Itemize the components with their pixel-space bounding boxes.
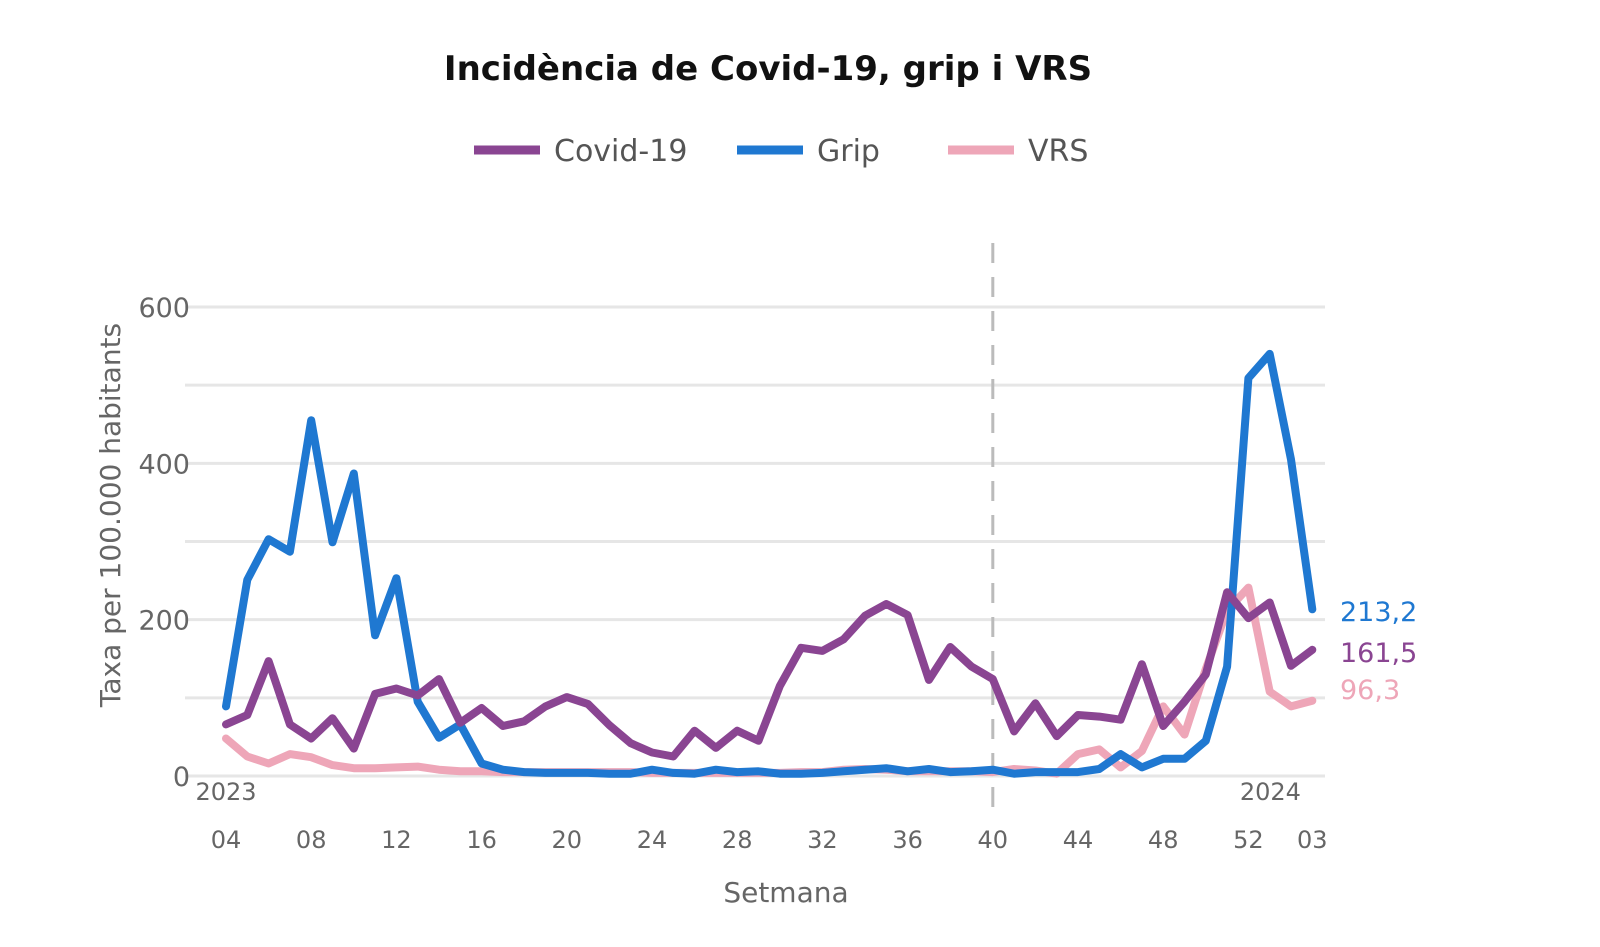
x-tick-label: 36	[892, 826, 923, 854]
series-line-grip	[222, 349, 1317, 778]
end-label-covid-19: 161,5	[1340, 638, 1417, 669]
x-tick-label: 44	[1063, 826, 1094, 854]
y-axis-label: Taxa per 100.000 habitants	[94, 323, 127, 708]
y-axis-ticks: 0 200 400 600	[138, 293, 190, 793]
x-tick-label: 28	[722, 826, 753, 854]
y-tick-label: 600	[138, 293, 190, 324]
series-line-covid-19	[222, 588, 1317, 761]
year-label: 2023	[195, 778, 256, 806]
x-tick-label: 04	[211, 826, 242, 854]
x-tick-label: 16	[466, 826, 497, 854]
x-tick-label: 12	[381, 826, 412, 854]
chart-title: Incidència de Covid-19, grip i VRS	[444, 49, 1092, 89]
x-tick-label: 03	[1297, 826, 1328, 854]
x-tick-label: 32	[807, 826, 838, 854]
x-tick-label: 48	[1148, 826, 1179, 854]
legend-label-vrs: VRS	[1028, 134, 1088, 169]
x-tick-label: 40	[978, 826, 1009, 854]
x-tick-label: 24	[637, 826, 668, 854]
y-tick-label: 400	[138, 449, 190, 480]
x-axis-label: Setmana	[723, 876, 848, 909]
y-tick-label: 0	[173, 762, 190, 793]
x-tick-label: 20	[552, 826, 583, 854]
y-tick-label: 200	[138, 606, 190, 637]
series-lines	[222, 349, 1317, 778]
end-label-grip: 213,2	[1340, 597, 1417, 628]
x-tick-label: 08	[296, 826, 327, 854]
x-tick-label: 52	[1233, 826, 1264, 854]
legend-label-covid-19: Covid-19	[554, 134, 687, 169]
end-label-vrs: 96,3	[1340, 675, 1400, 706]
year-label: 2024	[1240, 778, 1301, 806]
legend: Covid-19 Grip VRS	[474, 134, 1088, 169]
legend-label-grip: Grip	[817, 134, 880, 169]
end-labels: 213,2 161,5 96,3	[1340, 597, 1417, 706]
